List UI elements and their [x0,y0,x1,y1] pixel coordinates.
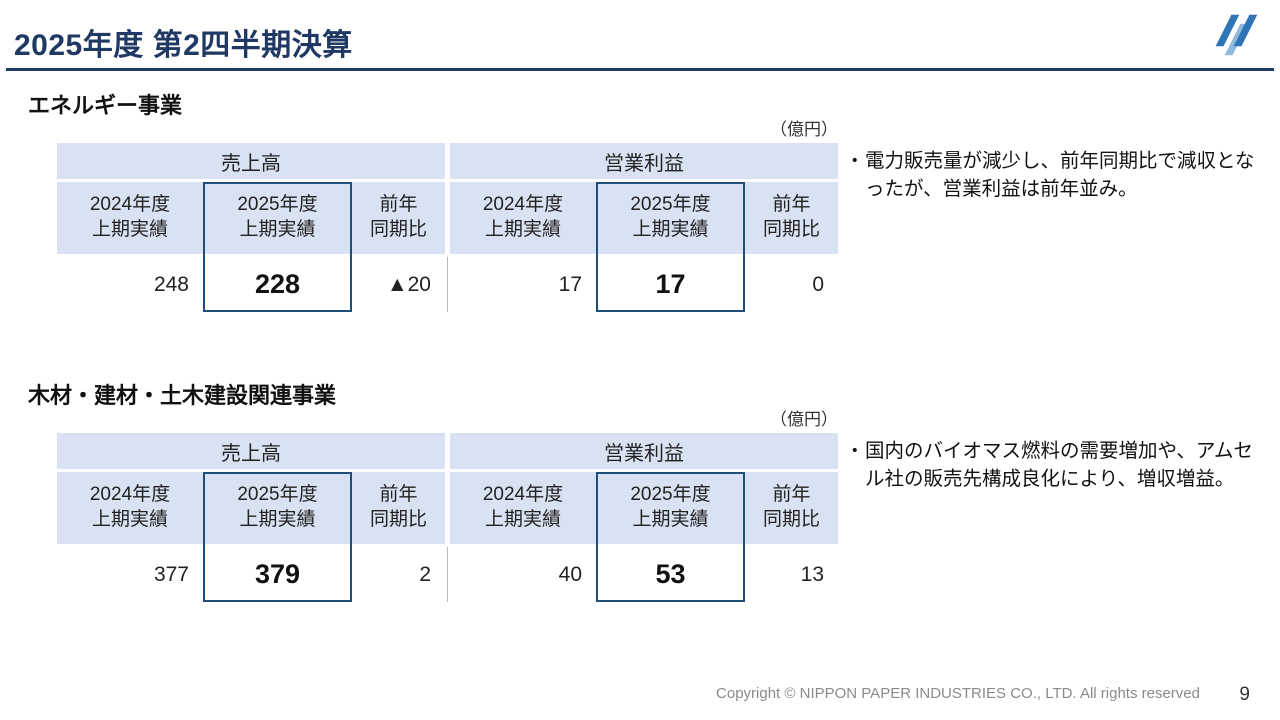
group-header-sales: 売上高 [57,433,445,469]
group-header-profit: 営業利益 [450,143,838,179]
note-bullet: ・ [845,150,865,172]
nippon-paper-logo-icon [1210,8,1264,62]
section-energy: エネルギー事業 （億円） 売上高 営業利益 2024年度 上期実績 2025年度… [28,88,1258,338]
column-header-2025: 2025年度 上期実績 [596,472,745,544]
section-heading: エネルギー事業 [28,93,183,118]
value-profit-2025: 17 [596,257,745,312]
note-item: ・ 電力販売量が減少し、前年同期比で減収となったが、営業利益は前年並み。 [845,148,1257,203]
section-wood-construction: 木材・建材・土木建設関連事業 （億円） 売上高 営業利益 2024年度 上期実績… [28,378,1258,628]
group-header-sales: 売上高 [57,143,445,179]
note-text: 電力販売量が減少し、前年同期比で減収となったが、営業利益は前年並み。 [865,150,1255,200]
value-sales-2025: 228 [203,257,352,312]
page-number: 9 [1239,684,1250,705]
value-profit-yoy: 0 [745,257,838,312]
unit-label: （億円） [770,410,838,429]
group-header-profit: 営業利益 [450,433,838,469]
table-group-divider [445,547,450,602]
page-title: 2025年度 第2四半期決算 [14,29,353,62]
table-group-divider [445,257,450,312]
value-sales-2025: 379 [203,547,352,602]
column-header-2025: 2025年度 上期実績 [596,182,745,254]
value-profit-2024: 17 [450,257,596,312]
value-sales-yoy: 2 [352,547,445,602]
column-header-2025: 2025年度 上期実績 [203,472,352,544]
financial-table: 売上高 営業利益 2024年度 上期実績 2025年度 上期実績 前年 同期比 … [57,143,838,312]
column-header-yoy: 前年 同期比 [352,182,445,254]
value-profit-yoy: 13 [745,547,838,602]
note-item: ・ 国内のバイオマス燃料の需要増加や、アムセル社の販売先構成良化により、増収増益… [845,438,1257,493]
copyright-text: Copyright © NIPPON PAPER INDUSTRIES CO.,… [716,685,1200,702]
value-profit-2024: 40 [450,547,596,602]
column-header-2024: 2024年度 上期実績 [57,472,203,544]
column-header-2025: 2025年度 上期実績 [203,182,352,254]
column-header-yoy: 前年 同期比 [745,182,838,254]
section-heading: 木材・建材・土木建設関連事業 [28,383,337,408]
note-bullet: ・ [845,440,865,462]
note-text: 国内のバイオマス燃料の需要増加や、アムセル社の販売先構成良化により、増収増益。 [865,440,1254,490]
financial-table: 売上高 営業利益 2024年度 上期実績 2025年度 上期実績 前年 同期比 … [57,433,838,602]
unit-label: （億円） [770,120,838,139]
value-profit-2025: 53 [596,547,745,602]
column-header-yoy: 前年 同期比 [352,472,445,544]
column-header-2024: 2024年度 上期実績 [57,182,203,254]
column-header-yoy: 前年 同期比 [745,472,838,544]
column-header-2024: 2024年度 上期実績 [450,182,596,254]
notes: ・ 国内のバイオマス燃料の需要増加や、アムセル社の販売先構成良化により、増収増益… [845,438,1257,493]
value-sales-2024: 248 [57,257,203,312]
notes: ・ 電力販売量が減少し、前年同期比で減収となったが、営業利益は前年並み。 [845,148,1257,203]
column-header-2024: 2024年度 上期実績 [450,472,596,544]
title-divider [6,68,1274,71]
value-sales-yoy: ▲20 [352,257,445,312]
value-sales-2024: 377 [57,547,203,602]
